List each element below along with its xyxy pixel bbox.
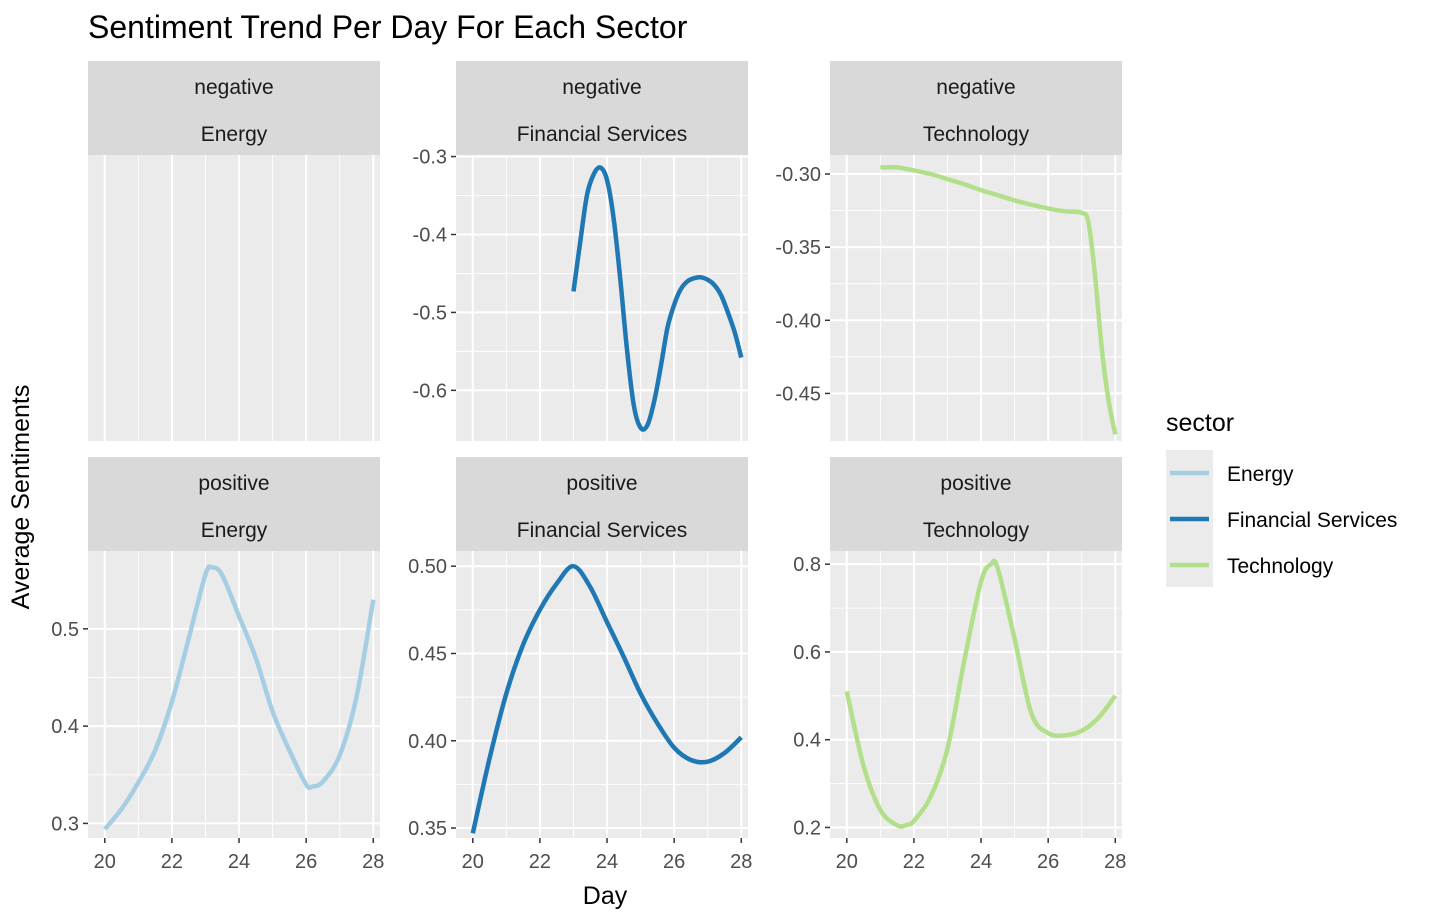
x-tick-label: 24	[596, 851, 618, 873]
strip-background	[830, 61, 1122, 155]
panel-background	[830, 155, 1122, 441]
strip-label: Technology	[923, 123, 1030, 146]
strip-label: Energy	[201, 519, 268, 542]
y-tick-label: 0.4	[51, 716, 79, 738]
strip-label: Financial Services	[517, 123, 687, 146]
y-tick-label: -0.5	[413, 302, 447, 324]
series-line-positive-energy	[103, 564, 376, 831]
series-line-negative-technology	[880, 164, 1118, 435]
strip-label: negative	[194, 76, 273, 99]
legend: sector Energy Financial Services Technolog…	[1166, 409, 1397, 587]
panel-background	[456, 155, 748, 441]
series-line-positive-financial-services	[470, 563, 743, 834]
x-tick-label: 24	[970, 851, 992, 873]
y-tick-label: -0.30	[775, 164, 821, 186]
y-tick-label: 0.50	[408, 556, 447, 578]
y-tick-label: 0.5	[51, 619, 79, 641]
x-tick-label: 22	[903, 851, 925, 873]
legend-label: Financial Services	[1227, 509, 1397, 532]
y-tick-label: 0.40	[408, 731, 447, 753]
chart-title: Sentiment Trend Per Day For Each Sector	[88, 9, 688, 45]
y-tick-label: 0.2	[793, 817, 821, 839]
y-tick-label: -0.45	[775, 383, 821, 405]
panel-background	[88, 155, 380, 441]
strip-label: positive	[198, 472, 269, 495]
strip-label: negative	[936, 76, 1015, 99]
x-tick-label: 28	[1104, 851, 1126, 873]
strip-label: positive	[566, 472, 637, 495]
x-tick-label: 24	[228, 851, 250, 873]
panel-negative-financial-services: negative Financial Services -0.3 -0.4 -0.5 -0…	[413, 61, 748, 441]
panel-negative-technology: negative Technology -0.30 -0.35 -0.40 -0.45	[775, 61, 1122, 441]
strip-background	[456, 457, 748, 551]
panel-positive-energy: positive Energy 0.3 0.4 0.5 20 22 24 26 28	[51, 457, 384, 873]
x-tick-label: 20	[462, 851, 484, 873]
strip-label: negative	[562, 76, 641, 99]
x-axis-title: Day	[583, 882, 628, 910]
strip-label: Energy	[201, 123, 268, 146]
y-tick-label: 0.6	[793, 642, 821, 664]
x-tick-label: 26	[295, 851, 317, 873]
x-tick-label: 22	[161, 851, 183, 873]
strip-background	[88, 457, 380, 551]
y-tick-label: -0.6	[413, 380, 447, 402]
panel-negative-energy: negative Energy	[88, 61, 380, 441]
facet-panels: negative Energy negative Financial Services…	[51, 61, 1126, 873]
y-tick-label: 0.3	[51, 813, 79, 835]
legend-title: sector	[1166, 409, 1234, 437]
legend-label: Technology	[1227, 555, 1334, 578]
x-tick-label: 28	[730, 851, 752, 873]
x-tick-label: 26	[663, 851, 685, 873]
strip-label: positive	[940, 472, 1011, 495]
strip-background	[830, 457, 1122, 551]
strip-background	[456, 61, 748, 155]
y-axis-title: Average Sentiments	[7, 385, 35, 610]
y-tick-label: -0.40	[775, 310, 821, 332]
y-tick-label: 0.45	[408, 643, 447, 665]
series-line-negative-financial-services	[571, 165, 744, 432]
y-tick-label: 0.4	[793, 730, 821, 752]
x-tick-label: 26	[1037, 851, 1059, 873]
strip-background	[88, 61, 380, 155]
x-tick-label: 20	[836, 851, 858, 873]
strip-label: Financial Services	[517, 519, 687, 542]
panel-background	[456, 551, 748, 838]
x-tick-label: 20	[94, 851, 116, 873]
y-tick-label: -0.3	[413, 147, 447, 169]
y-tick-label: -0.4	[413, 224, 447, 246]
legend-label: Energy	[1227, 463, 1294, 486]
series-line-positive-technology	[844, 558, 1118, 829]
panel-positive-financial-services: positive Financial Services 0.35 0.40 0.45 0.…	[408, 457, 752, 873]
y-tick-label: 0.8	[793, 554, 821, 576]
x-tick-label: 28	[362, 851, 384, 873]
x-tick-label: 22	[529, 851, 551, 873]
panel-positive-technology: positive Technology 0.2 0.4 0.6 0.8 20 22 24 26 28	[793, 457, 1126, 873]
strip-label: Technology	[923, 519, 1030, 542]
y-tick-label: 0.35	[408, 818, 447, 840]
y-tick-label: -0.35	[775, 237, 821, 259]
